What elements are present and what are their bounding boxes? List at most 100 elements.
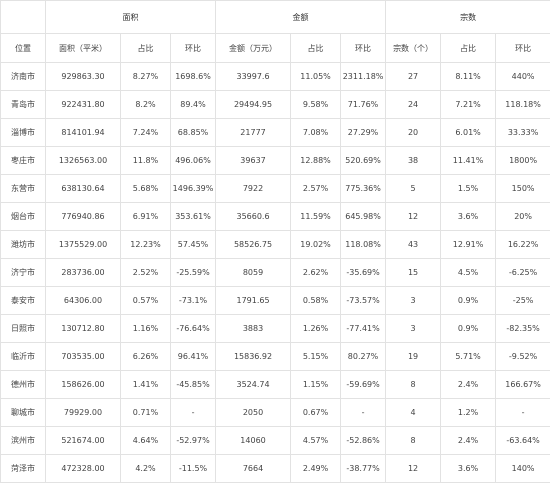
value-cell: -73.57% [341, 287, 386, 315]
city-cell: 菏泽市 [1, 455, 46, 483]
value-cell: 118.18% [496, 91, 550, 119]
column-header: 位置 [1, 34, 46, 63]
column-header: 占比 [291, 34, 341, 63]
value-cell: -45.85% [171, 371, 216, 399]
value-cell: 7.21% [441, 91, 496, 119]
value-cell: 68.85% [171, 119, 216, 147]
group-header: 宗数 [386, 1, 550, 34]
value-cell: 12 [386, 455, 441, 483]
value-cell: 0.71% [121, 399, 171, 427]
value-cell: 89.4% [171, 91, 216, 119]
value-cell: 0.57% [121, 287, 171, 315]
value-cell: 776940.86 [46, 203, 121, 231]
value-cell: 645.98% [341, 203, 386, 231]
column-header: 环比 [171, 34, 216, 63]
value-cell: 3524.74 [216, 371, 291, 399]
value-cell: 283736.00 [46, 259, 121, 287]
value-cell: 166.67% [496, 371, 550, 399]
value-cell: 4.2% [121, 455, 171, 483]
value-cell: 2.57% [291, 175, 341, 203]
value-cell: 43 [386, 231, 441, 259]
column-header: 宗数（个） [386, 34, 441, 63]
value-cell: -35.69% [341, 259, 386, 287]
value-cell: 1800% [496, 147, 550, 175]
value-cell: 3 [386, 287, 441, 315]
column-header: 环比 [496, 34, 550, 63]
value-cell: 814101.94 [46, 119, 121, 147]
value-cell: 4.64% [121, 427, 171, 455]
value-cell: -9.52% [496, 343, 550, 371]
value-cell: 7922 [216, 175, 291, 203]
city-cell: 枣庄市 [1, 147, 46, 175]
value-cell: 1326563.00 [46, 147, 121, 175]
city-cell: 东营市 [1, 175, 46, 203]
value-cell: -25.59% [171, 259, 216, 287]
value-cell: 29494.95 [216, 91, 291, 119]
value-cell: 5.71% [441, 343, 496, 371]
value-cell: 5 [386, 175, 441, 203]
value-cell: 6.01% [441, 119, 496, 147]
city-cell: 潍坊市 [1, 231, 46, 259]
value-cell: 8.27% [121, 63, 171, 91]
group-header-row: 面积 金额 宗数 [1, 1, 550, 34]
value-cell: 8059 [216, 259, 291, 287]
value-cell: 5.15% [291, 343, 341, 371]
value-cell: 1.2% [441, 399, 496, 427]
city-cell: 滨州市 [1, 427, 46, 455]
value-cell: 353.61% [171, 203, 216, 231]
value-cell: 150% [496, 175, 550, 203]
value-cell: -76.64% [171, 315, 216, 343]
value-cell: 19 [386, 343, 441, 371]
value-cell: 12.88% [291, 147, 341, 175]
value-cell: 71.76% [341, 91, 386, 119]
value-cell: 775.36% [341, 175, 386, 203]
value-cell: 158626.00 [46, 371, 121, 399]
value-cell: 2.62% [291, 259, 341, 287]
value-cell: 11.41% [441, 147, 496, 175]
value-cell: 11.59% [291, 203, 341, 231]
value-cell: 118.08% [341, 231, 386, 259]
value-cell: 1698.6% [171, 63, 216, 91]
city-cell: 日照市 [1, 315, 46, 343]
value-cell: 2.4% [441, 371, 496, 399]
value-cell: 0.67% [291, 399, 341, 427]
value-cell: 703535.00 [46, 343, 121, 371]
group-header: 面积 [46, 1, 216, 34]
city-cell: 济宁市 [1, 259, 46, 287]
value-cell: 520.69% [341, 147, 386, 175]
value-cell: 2.52% [121, 259, 171, 287]
value-cell: 1.26% [291, 315, 341, 343]
value-cell: 96.41% [171, 343, 216, 371]
group-header: 金额 [216, 1, 386, 34]
value-cell: 11.05% [291, 63, 341, 91]
value-cell: 2.49% [291, 455, 341, 483]
value-cell: -11.5% [171, 455, 216, 483]
value-cell: 130712.80 [46, 315, 121, 343]
value-cell: 21777 [216, 119, 291, 147]
value-cell: 0.58% [291, 287, 341, 315]
value-cell: 8.2% [121, 91, 171, 119]
value-cell: 1.41% [121, 371, 171, 399]
value-cell: -38.77% [341, 455, 386, 483]
value-cell: 12.23% [121, 231, 171, 259]
value-cell: 1.15% [291, 371, 341, 399]
value-cell: 440% [496, 63, 550, 91]
value-cell: 38 [386, 147, 441, 175]
value-cell: 521674.00 [46, 427, 121, 455]
value-cell: -73.1% [171, 287, 216, 315]
value-cell: 5.68% [121, 175, 171, 203]
value-cell: 472328.00 [46, 455, 121, 483]
column-header-row: 位置面积（平米）占比环比金额（万元）占比环比宗数（个）占比环比 [1, 34, 550, 63]
value-cell: 1375529.00 [46, 231, 121, 259]
value-cell: 3.6% [441, 203, 496, 231]
value-cell: 6.91% [121, 203, 171, 231]
value-cell: 16.22% [496, 231, 550, 259]
value-cell: 496.06% [171, 147, 216, 175]
